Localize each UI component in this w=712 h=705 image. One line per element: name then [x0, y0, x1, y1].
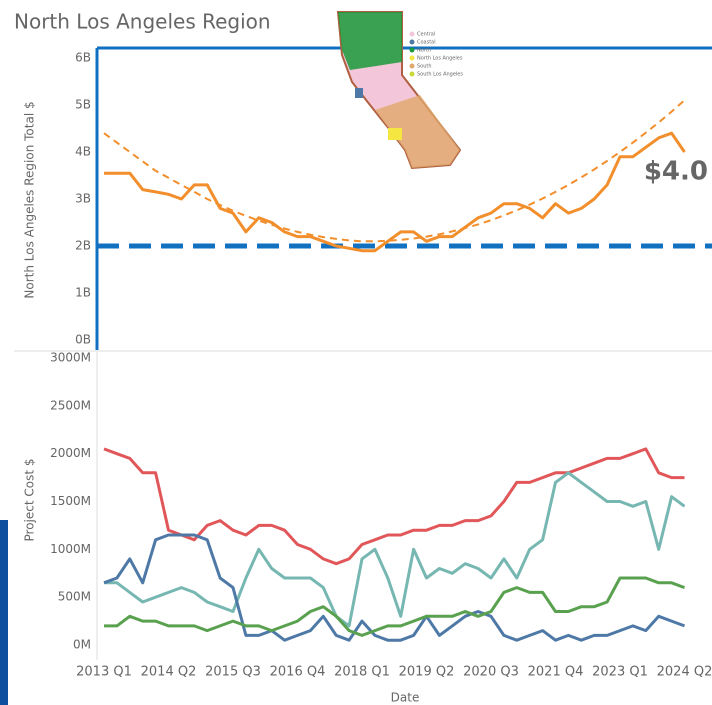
map-legend-swatch	[409, 71, 415, 77]
map-legend-label: South	[417, 64, 432, 70]
series-line	[103, 533, 686, 642]
x-tick-label: 2019 Q2	[399, 665, 455, 680]
y-tick-label: 2B	[75, 239, 91, 253]
x-tick-label: 2020 Q3	[463, 665, 519, 680]
side-bar	[0, 520, 8, 705]
x-tick-label: 2023 Q1	[592, 665, 648, 680]
x-tick-label: 2018 Q1	[334, 665, 390, 680]
y-tick-label: 5B	[75, 98, 91, 112]
y-tick-label: 0B	[75, 333, 91, 347]
x-tick-label: 2014 Q2	[141, 665, 197, 680]
map-legend-label: Central	[417, 32, 435, 38]
y-tick-label: 4B	[75, 145, 91, 159]
y-tick-label: 3B	[75, 192, 91, 206]
map-coastal	[355, 88, 363, 98]
y-tick-label: 6B	[75, 51, 91, 65]
series-line	[104, 576, 686, 637]
series-line	[103, 99, 686, 243]
map-south	[375, 95, 460, 168]
map-north	[338, 12, 402, 70]
x-tick-label: 2024 Q2	[657, 665, 712, 680]
y-axis-label: Project Cost $	[23, 459, 37, 542]
series-line	[104, 131, 686, 253]
y-tick-label: 1B	[75, 286, 91, 300]
y-tick-label: 1500M	[50, 494, 91, 508]
map-legend-swatch	[409, 39, 415, 45]
y-tick-label: 1000M	[50, 542, 91, 556]
y-tick-label: 500M	[58, 590, 91, 604]
y-axis-label: North Los Angeles Region Total $	[23, 101, 37, 298]
map-inset	[336, 11, 462, 170]
y-tick-label: 3000M	[50, 351, 91, 365]
annotation: $4.0	[644, 157, 708, 187]
map-legend-label: North Los Angeles	[417, 56, 463, 62]
x-tick-label: 2016 Q4	[270, 665, 326, 680]
y-tick-label: 2000M	[50, 446, 91, 460]
map-nla	[388, 128, 402, 140]
y-tick-label: 0M	[73, 638, 91, 652]
x-axis-label: Date	[391, 691, 420, 705]
map-legend-label: Coastal	[417, 40, 436, 46]
x-tick-label: 2015 Q3	[205, 665, 261, 680]
map-legend-label: South Los Angeles	[417, 72, 463, 78]
x-tick-label: 2013 Q1	[76, 665, 132, 680]
chart-title: North Los Angeles Region	[14, 10, 271, 34]
map-legend-swatch	[409, 31, 415, 37]
map-legend-swatch	[409, 55, 415, 61]
map-legend-swatch	[409, 47, 415, 53]
x-tick-label: 2021 Q4	[528, 665, 584, 680]
y-tick-label: 2500M	[50, 398, 91, 412]
map-legend-label: North	[417, 48, 431, 54]
series-line	[103, 447, 685, 566]
map-legend-swatch	[409, 63, 415, 69]
series-line	[104, 471, 686, 628]
